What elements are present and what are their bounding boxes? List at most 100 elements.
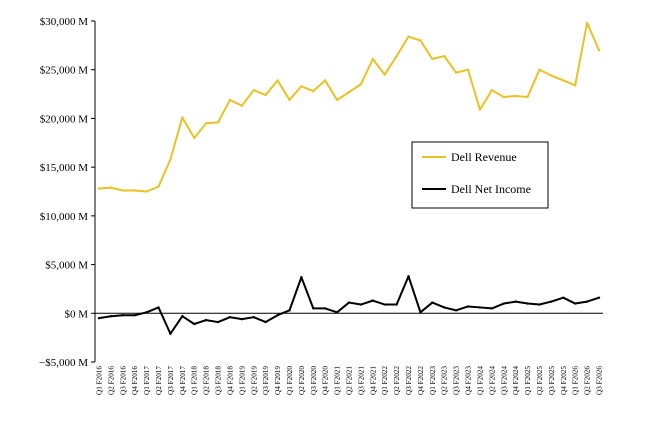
revenue-point [550,74,553,77]
revenue-point [181,116,184,119]
revenue-point [407,35,410,38]
revenue-point [347,90,351,94]
x-tick-label: Q3 F2018 [215,366,223,395]
revenue-point [419,39,422,42]
net-income-point [97,316,101,320]
x-tick-label: Q4 F2024 [512,366,520,395]
net-income-point [133,314,136,317]
y-tick-label: $15,000 M [40,162,89,174]
net-income-point [502,302,505,305]
net-income-point [252,315,255,319]
x-tick-label: Q2 F2018 [203,366,211,395]
x-tick-label: Q4 F2016 [131,366,139,395]
x-tick-label: Q3 F2017 [167,366,175,395]
x-tick-label: Q3 F2025 [548,366,556,395]
revenue-point [276,79,279,82]
x-tick-label: Q2 F2016 [107,366,115,395]
net-income-point [347,301,351,304]
x-tick-label: Q3 F2024 [500,366,508,395]
revenue-point [145,190,148,193]
net-income-point [443,306,446,309]
y-tick-label: $10,000 M [40,211,89,223]
revenue-point [454,71,458,74]
x-tick-label: Q3 F2026 [596,366,604,395]
x-tick-label: Q2 F2025 [536,366,544,395]
y-tick-label: $0 M [64,308,88,320]
net-income-point [585,300,589,303]
axes-layer: −$5,000 M $0 M $5,000 M $10,000 M $15,000 M $… [39,16,603,395]
net-income-point [157,306,160,309]
revenue-point [240,104,244,107]
net-income-point [490,307,494,310]
revenue-point [121,189,125,192]
net-income-point [383,303,386,306]
x-tick-label: Q4 F2023 [465,366,473,395]
x-tick-label: Q1 F2023 [429,366,437,395]
net-income-point [204,318,208,322]
revenue-point [514,94,517,98]
net-income-point [431,301,434,304]
x-tick-label: Q1 F2017 [143,366,151,395]
x-tick-label: Q1 F2025 [524,366,532,395]
net-income-point [550,300,553,303]
x-tick-label: Q3 F2021 [357,366,365,395]
x-tick-label: Q3 F2020 [310,366,318,395]
net-income-point [395,303,398,306]
net-income-point [538,303,541,306]
net-income-point [514,300,517,303]
revenue-point [157,185,160,188]
x-tick-label: Q1 F2020 [286,366,294,395]
net-income-point [419,311,422,314]
revenue-point [443,54,446,58]
y-tick-label: $20,000 M [40,113,89,125]
net-income-point [407,275,410,278]
legend: Dell Revenue Dell Net Income [411,141,549,209]
legend-label-net-income: Dell Net Income [451,182,531,196]
x-tick-label: Q3 F2022 [405,366,413,395]
x-tick-label: Q1 F2024 [476,366,484,395]
net-income-point [300,276,303,279]
net-income-point [359,303,363,306]
x-tick-label: Q2 F2021 [346,366,354,395]
x-tick-label: Q3 F2016 [119,366,127,395]
revenue-point [562,79,565,82]
net-income-point [562,296,565,299]
revenue-point [312,89,315,93]
revenue-point [193,136,196,140]
y-tick-label: $30,000 M [40,16,89,28]
revenue-point [252,88,255,92]
revenue-point [431,57,434,61]
revenue-point [169,158,172,161]
revenue-point [371,57,375,61]
y-tick-label: $5,000 M [45,260,88,272]
revenue-point [502,95,505,99]
revenue-point [359,83,363,86]
revenue-point [264,93,267,97]
x-tick-label: Q2 F2026 [584,366,592,395]
net-income-point [371,299,375,302]
net-income-point [573,302,577,305]
net-income-point [288,309,291,312]
revenue-point [300,85,303,88]
x-tick-label: Q1 F2018 [191,366,199,395]
x-tick-label: Q4 F2020 [322,366,330,395]
x-tick-label: Q1 F2021 [334,366,342,395]
net-income-point [240,317,244,321]
revenue-point [573,84,577,87]
net-income-point [216,320,220,324]
revenue-point [109,186,113,189]
revenue-point [323,79,327,82]
revenue-point [466,68,470,71]
revenue-point [335,98,339,102]
net-income-point [121,314,125,317]
x-tick-label: Q1 F2022 [381,366,389,395]
net-income-point [276,314,279,317]
net-income-point [312,307,315,310]
revenue-point [526,95,529,99]
net-income-point [109,315,113,318]
x-tick-label: Q1 F2019 [238,366,246,395]
net-income-point [228,315,232,319]
legend-label-revenue: Dell Revenue [451,150,517,164]
revenue-point [490,88,494,92]
